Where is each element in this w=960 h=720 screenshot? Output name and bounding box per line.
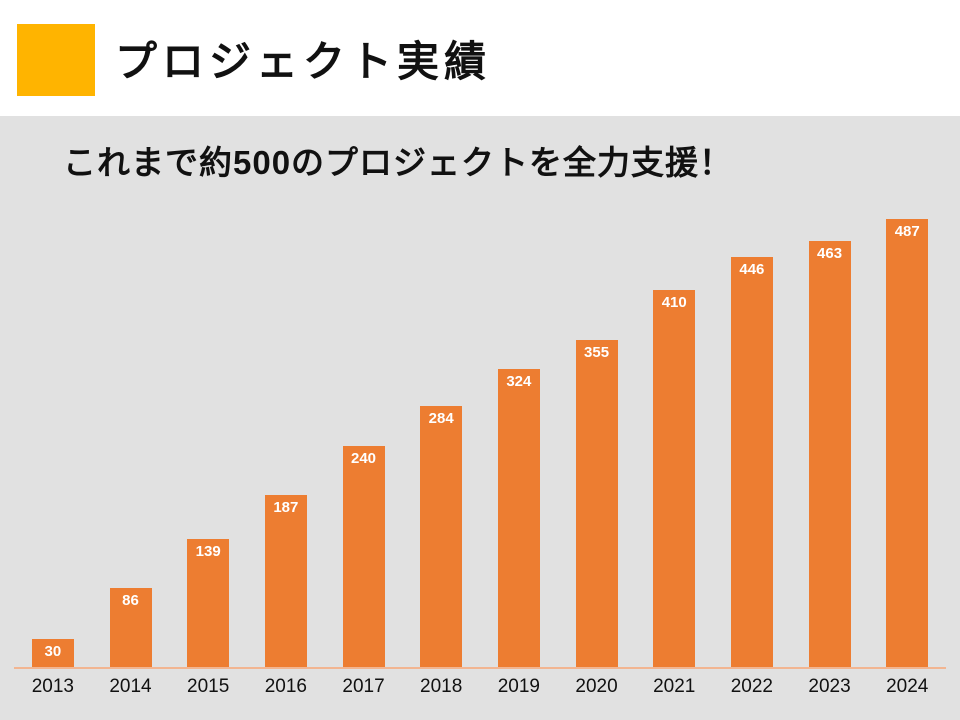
bar-column: 410: [635, 217, 713, 667]
x-axis-label: 2013: [31, 676, 74, 697]
slide-header: プロジェクト実績: [0, 0, 960, 116]
x-axis-label: 2020: [575, 676, 618, 697]
bar-column: 463: [791, 217, 869, 667]
bar-column: 30: [14, 217, 92, 667]
bar-value-label: 240: [351, 450, 377, 467]
bar-column: 324: [480, 217, 558, 667]
bar-chart: 30 86 139 187 240 284 324 355 410 446 463 487 2013 2…: [14, 217, 946, 698]
bar-column: 86: [92, 217, 170, 667]
bar: 487: [886, 219, 929, 667]
x-axis-label: 2017: [342, 676, 385, 697]
bar-value-label: 187: [273, 499, 299, 516]
bar: 446: [730, 257, 773, 667]
x-axis-label: 2024: [886, 676, 929, 697]
bar-value-label: 410: [661, 294, 687, 311]
bar: 284: [420, 406, 463, 667]
bar-value-label: 487: [894, 223, 920, 240]
bar: 187: [264, 495, 307, 667]
slide-body: これまで約500のプロジェクトを全力支援！ 30 86 139 187 240 284 32…: [0, 116, 960, 720]
x-axis: 2013 2014 2015 2016 2017 2018 2019 2020 2021 2022…: [14, 669, 946, 698]
bar: 355: [575, 340, 618, 667]
bar-column: 355: [558, 217, 636, 667]
bar-value-label: 86: [122, 592, 139, 609]
bar-column: 187: [247, 217, 325, 667]
accent-square: [17, 24, 95, 96]
bar-column: 139: [169, 217, 247, 667]
bar-value-label: 463: [817, 245, 843, 262]
bar: 324: [497, 369, 540, 667]
x-axis-label: 2015: [187, 676, 230, 697]
bar-value-label: 30: [44, 643, 62, 660]
bar: 86: [109, 588, 152, 667]
bar: 240: [342, 446, 385, 667]
bar: 463: [808, 241, 851, 667]
bar-column: 446: [713, 217, 791, 667]
x-axis-label: 2014: [109, 676, 152, 697]
bar-column: 487: [868, 217, 946, 667]
bar: 139: [187, 539, 230, 667]
bar: 410: [653, 290, 696, 667]
bar-column: 240: [325, 217, 403, 667]
x-axis-label: 2019: [497, 676, 540, 697]
x-axis-label: 2021: [653, 676, 696, 697]
bar-value-label: 355: [584, 344, 610, 361]
x-axis-label: 2023: [808, 676, 851, 697]
x-axis-label: 2016: [264, 676, 307, 697]
bar-value-label: 139: [195, 543, 221, 560]
x-axis-label: 2018: [420, 676, 463, 697]
bar-column: 284: [402, 217, 480, 667]
bar: 30: [31, 639, 74, 667]
chart-plot-area: 30 86 139 187 240 284 324 355 410 446 463 487: [14, 217, 946, 669]
subtitle: これまで約500のプロジェクトを全力支援！: [63, 144, 734, 181]
x-axis-label: 2022: [730, 676, 774, 697]
page-title: プロジェクト実績: [115, 37, 492, 85]
bar-value-label: 446: [739, 261, 765, 278]
bar-value-label: 284: [428, 410, 454, 427]
bar-value-label: 324: [506, 373, 532, 390]
